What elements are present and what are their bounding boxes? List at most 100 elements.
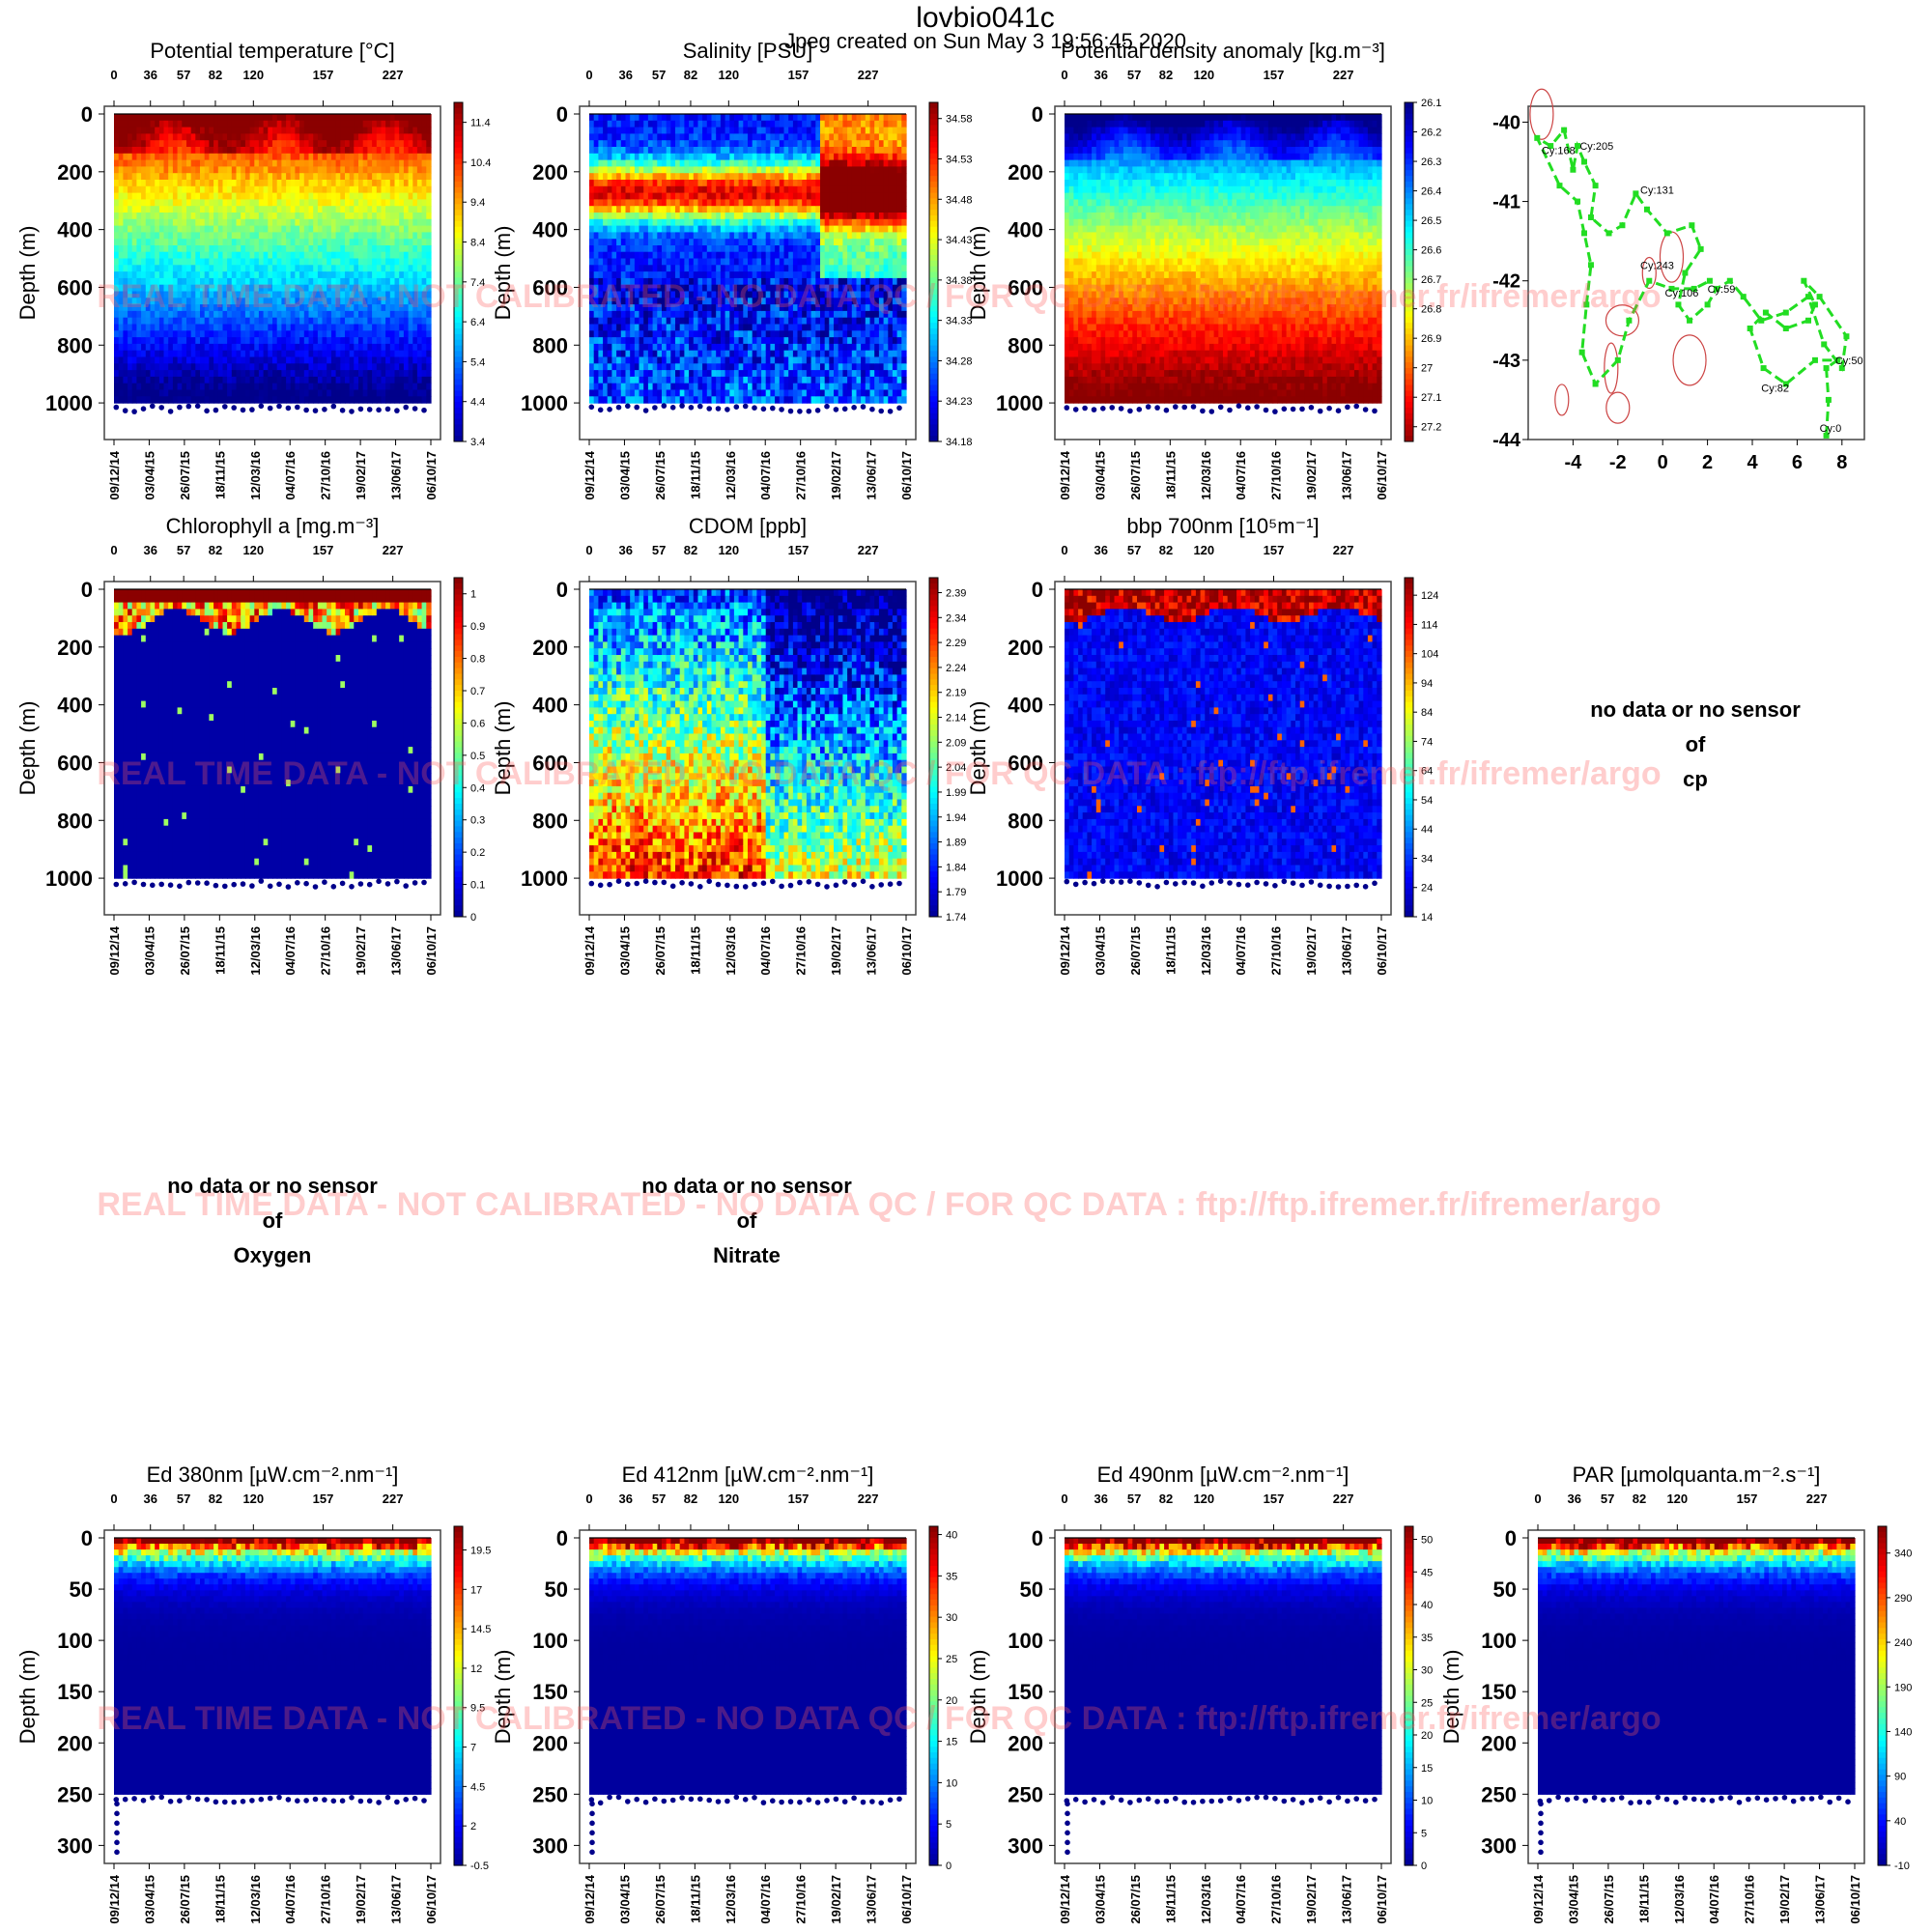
heat-cell (227, 396, 232, 403)
heat-cell (272, 232, 277, 239)
heat-cell (309, 337, 314, 344)
heat-cell (345, 114, 350, 121)
heat-cell (227, 357, 232, 364)
heat-cell (291, 325, 296, 331)
heat-cell (716, 344, 721, 351)
heat-cell (643, 330, 648, 337)
heat-cell (412, 140, 417, 147)
heat-cell (264, 337, 269, 344)
heat-cell (363, 396, 368, 403)
heat-cell (404, 180, 409, 186)
heat-cell (372, 357, 377, 364)
heat-cell (245, 199, 250, 206)
heat-cell (241, 186, 245, 193)
heat-cell (178, 180, 183, 186)
heat-cell (611, 133, 616, 140)
heat-cell (698, 330, 703, 337)
heat-cell (716, 180, 721, 186)
heat-cell (291, 245, 296, 252)
heat-cell (611, 344, 616, 351)
heat-cell (295, 154, 299, 160)
heat-cell (702, 180, 707, 186)
heat-cell (675, 213, 680, 219)
heat-cell (313, 140, 318, 147)
heat-cell (146, 252, 151, 259)
heat-cell (753, 121, 757, 128)
heat-cell (390, 390, 395, 397)
heat-cell (725, 252, 730, 259)
heat-cell (372, 370, 377, 377)
heat-cell (417, 351, 422, 357)
heat-cell (635, 330, 639, 337)
heat-cell (395, 396, 400, 403)
heat-cell (675, 121, 680, 128)
heat-cell (680, 396, 685, 403)
heat-cell (725, 166, 730, 173)
heat-cell (128, 232, 132, 239)
heat-cell (616, 160, 621, 167)
heat-cell (684, 186, 689, 193)
heat-cell (643, 325, 648, 331)
heat-cell (662, 219, 667, 226)
heat-cell (146, 180, 151, 186)
heat-cell (395, 160, 400, 167)
heat-cell (186, 396, 191, 403)
heat-cell (168, 121, 173, 128)
heat-cell (345, 213, 350, 219)
heat-cell (385, 166, 390, 173)
heat-cell (232, 213, 237, 219)
heat-cell (186, 160, 191, 167)
heat-cell (191, 351, 196, 357)
heat-cell (227, 344, 232, 351)
heat-cell (345, 121, 350, 128)
heat-cell (159, 140, 164, 147)
heat-cell (766, 140, 771, 147)
heat-cell (598, 384, 603, 390)
heat-cell (382, 396, 386, 403)
heat-cell (363, 166, 368, 173)
heat-cell (422, 390, 427, 397)
heat-cell (345, 193, 350, 200)
heat-cell (739, 318, 744, 325)
heat-cell (159, 325, 164, 331)
heat-cell (743, 213, 748, 219)
heat-cell (603, 377, 608, 384)
heat-cell (264, 154, 269, 160)
date-tick: 12/03/16 (248, 451, 263, 500)
heat-cell (354, 186, 358, 193)
heat-cell (237, 121, 242, 128)
heat-cell (680, 351, 685, 357)
heat-cell (223, 186, 228, 193)
heat-cell (702, 213, 707, 219)
heat-cell (195, 232, 200, 239)
heat-cell (205, 213, 210, 219)
heat-cell (200, 160, 205, 167)
heat-cell (318, 133, 323, 140)
heat-cell (259, 193, 264, 200)
heat-cell (146, 213, 151, 219)
heat-cell (648, 377, 653, 384)
heat-cell (119, 377, 124, 384)
heat-cell (748, 186, 753, 193)
heat-cell (412, 232, 417, 239)
heat-cell (684, 226, 689, 233)
heat-cell (657, 370, 662, 377)
heat-cell (621, 318, 626, 325)
heat-cell (689, 140, 694, 147)
heat-cell (753, 186, 757, 193)
heat-cell (739, 186, 744, 193)
heat-cell (594, 390, 599, 397)
heat-cell (377, 377, 382, 384)
heat-cell (245, 259, 250, 266)
heat-cell (286, 114, 291, 121)
heat-cell (363, 180, 368, 186)
heat-cell (336, 337, 341, 344)
heat-cell (119, 239, 124, 245)
heat-cell (616, 180, 621, 186)
heat-cell (268, 206, 272, 213)
heat-cell (250, 166, 255, 173)
heat-cell (340, 160, 345, 167)
heat-cell (630, 173, 635, 180)
heat-cell (168, 259, 173, 266)
heat-cell (698, 239, 703, 245)
